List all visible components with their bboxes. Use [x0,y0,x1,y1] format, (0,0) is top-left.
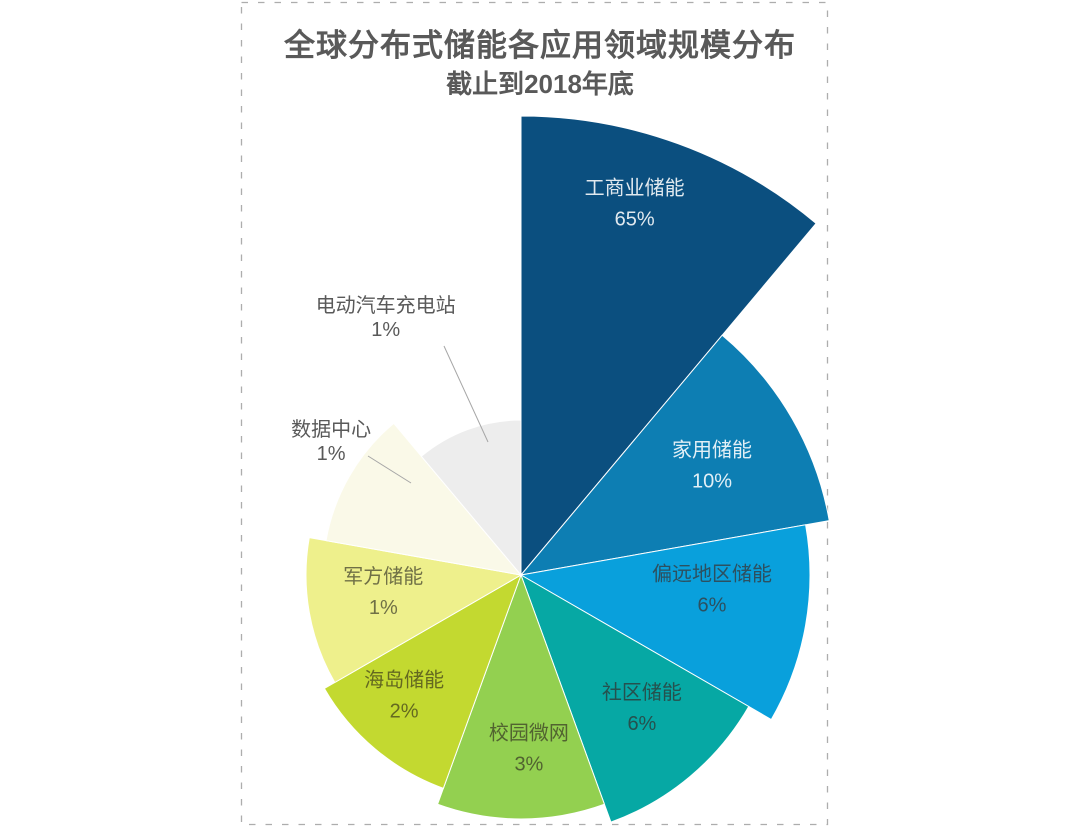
svg-text:10%: 10% [692,470,732,492]
svg-text:3%: 3% [514,754,543,776]
svg-text:2%: 2% [390,701,419,723]
svg-text:社区储能: 社区储能 [602,681,682,704]
svg-text:海岛储能: 海岛储能 [364,669,444,692]
svg-text:家用储能: 家用储能 [672,438,752,461]
svg-text:数据中心: 数据中心 [291,418,371,441]
svg-text:1%: 1% [317,443,346,465]
svg-text:工商业储能: 工商业储能 [585,177,685,200]
svg-text:电动汽车充电站: 电动汽车充电站 [316,294,456,317]
svg-text:6%: 6% [698,595,727,617]
svg-text:军方储能: 军方储能 [343,565,423,588]
svg-text:6%: 6% [627,713,656,735]
svg-text:偏远地区储能: 偏远地区储能 [652,563,772,586]
svg-text:校园微网: 校园微网 [489,722,569,745]
svg-text:65%: 65% [615,209,655,231]
svg-text:1%: 1% [369,597,398,619]
svg-text:1%: 1% [371,319,400,341]
